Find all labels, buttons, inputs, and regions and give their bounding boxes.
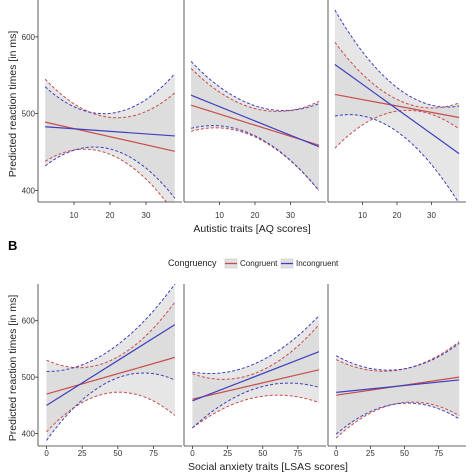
fit-line-congruent — [192, 369, 320, 400]
ci-lower-incongruent — [192, 382, 320, 429]
ci-upper-incongruent — [190, 61, 320, 112]
fit-line-congruent — [46, 356, 176, 395]
y-tick-label: 600 — [22, 33, 36, 42]
ci-upper-incongruent — [334, 9, 460, 108]
x-tick-label: 75 — [293, 449, 302, 458]
panel-2-1: 0 25 50 75 400 500 600 — [22, 284, 182, 458]
x-tick-label: 30 — [286, 211, 295, 220]
fit-line-incongruent — [190, 94, 320, 148]
ci-band-incongruent — [192, 315, 319, 428]
y-axis-label-top: Predicted reaction times [in ms] — [7, 31, 19, 178]
fit-line-incongruent — [45, 126, 175, 137]
ci-lower-incongruent — [334, 114, 459, 202]
chart-row-2: 0 25 50 75 400 500 600 0 25 50 75 0 25 50 75 — [22, 284, 466, 458]
ci-band-incongruent — [46, 284, 175, 441]
panel-1-2: 10 20 30 — [183, 0, 326, 220]
x-tick-label: 75 — [434, 449, 443, 458]
x-axis-label-top: Autistic traits [AQ scores] — [193, 223, 310, 235]
panel-1-1: 10 20 30 400 500 600 — [22, 0, 182, 220]
x-tick-label: 30 — [142, 211, 151, 220]
ci-lower-congruent — [46, 391, 176, 433]
panel-1-3: 10 20 30 — [327, 0, 466, 220]
y-tick-label: 500 — [22, 110, 36, 119]
x-tick-label: 25 — [366, 449, 375, 458]
ci-upper-congruent — [44, 78, 176, 119]
x-tick-label: 10 — [70, 211, 79, 220]
x-tick-label: 25 — [223, 449, 232, 458]
fit-line-congruent — [334, 93, 460, 119]
panel-plot-1-2 — [190, 61, 320, 191]
x-tick-label: 50 — [113, 449, 122, 458]
y-tick-label: 500 — [22, 373, 36, 382]
ci-lower-congruent — [44, 148, 167, 202]
x-tick-label: 10 — [358, 211, 367, 220]
ci-lower-incongruent — [46, 372, 176, 441]
ci-lower-incongruent — [190, 125, 320, 191]
y-tick-label: 400 — [22, 430, 36, 439]
fit-line-incongruent — [46, 324, 176, 406]
x-tick-label: 20 — [251, 211, 260, 220]
x-tick-label: 25 — [78, 449, 87, 458]
fit-line-congruent — [45, 121, 175, 152]
y-axis-label-bottom: Predicted reaction times [in ms] — [7, 295, 19, 442]
ci-upper-incongruent — [46, 284, 176, 372]
panel-plot-1-1 — [44, 73, 176, 202]
ci-band-incongruent — [45, 73, 175, 199]
y-tick-label: 600 — [22, 317, 36, 326]
chart-row-1: 10 20 30 400 500 600 10 20 30 10 20 30 — [22, 0, 466, 220]
ci-lower-incongruent — [44, 146, 176, 199]
x-tick-label: 20 — [106, 211, 115, 220]
panel-2-2: 0 25 50 75 — [183, 284, 326, 458]
panel-plot-1-3 — [334, 9, 460, 202]
fit-line-incongruent — [192, 351, 320, 402]
ci-lower-congruent — [335, 401, 460, 439]
ci-upper-congruent — [192, 324, 320, 380]
ci-band-incongruent — [334, 10, 460, 202]
x-tick-label: 50 — [258, 449, 267, 458]
legend: Congruency Congruent Incongruent — [168, 258, 339, 269]
fit-line-incongruent — [334, 64, 460, 155]
panel-2-3: 0 25 50 75 — [327, 284, 466, 458]
panel-plot-2-1 — [46, 284, 176, 441]
x-tick-label: 20 — [393, 211, 402, 220]
ci-band-incongruent — [336, 343, 460, 435]
ci-upper-congruent — [335, 341, 460, 372]
x-tick-label: 30 — [427, 211, 436, 220]
ci-lower-congruent — [192, 394, 320, 429]
ci-upper-incongruent — [192, 315, 320, 374]
y-tick-label: 400 — [22, 186, 36, 195]
x-tick-label: 50 — [400, 449, 409, 458]
panel-plot-2-2 — [192, 315, 320, 429]
ci-band-congruent — [334, 42, 460, 149]
panel-label-b: B — [8, 238, 17, 253]
legend-label-congruent: Congruent — [240, 259, 278, 268]
ci-upper-congruent — [334, 41, 460, 109]
x-tick-label: 0 — [190, 449, 195, 458]
ci-upper-incongruent — [335, 342, 460, 371]
ci-upper-incongruent — [44, 73, 176, 115]
x-tick-label: 0 — [44, 449, 49, 458]
x-tick-label: 10 — [215, 211, 224, 220]
legend-title: Congruency — [168, 258, 217, 268]
panel-plot-2-3 — [335, 341, 460, 439]
fit-line-incongruent — [336, 379, 460, 393]
legend-label-incongruent: Incongruent — [296, 259, 339, 268]
ci-upper-congruent — [46, 301, 176, 369]
ci-band-incongruent — [191, 61, 319, 191]
ci-lower-congruent — [334, 109, 460, 149]
x-axis-label-bottom: Social anxiety traits [LSAS scores] — [188, 461, 348, 473]
ci-lower-incongruent — [335, 402, 460, 435]
ci-lower-congruent — [190, 127, 320, 191]
x-tick-label: 0 — [334, 449, 339, 458]
x-tick-label: 75 — [149, 449, 158, 458]
ci-upper-congruent — [190, 68, 320, 113]
